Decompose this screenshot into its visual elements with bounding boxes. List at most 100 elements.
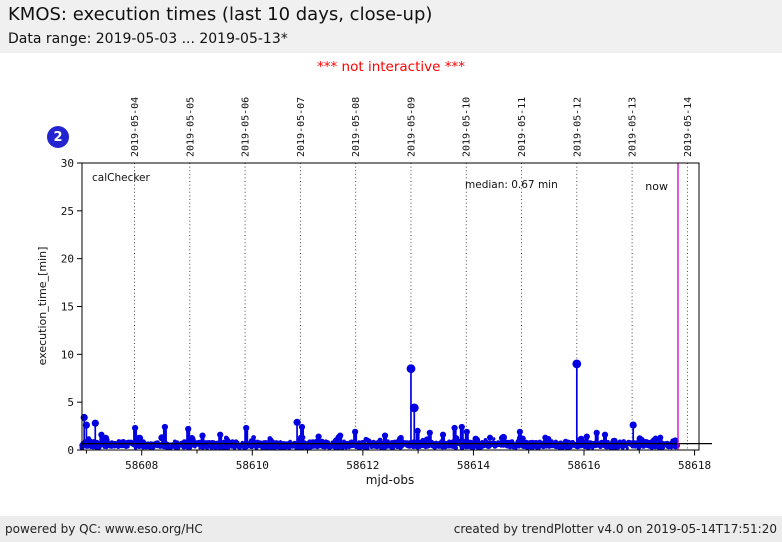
data-range-subtitle: Data range: 2019-05-03 ... 2019-05-13* bbox=[8, 31, 288, 47]
data-point bbox=[298, 423, 306, 431]
data-point bbox=[86, 436, 92, 441]
x-tick-label: 58616 bbox=[567, 459, 600, 472]
date-label: 2019-05-05 bbox=[185, 97, 196, 157]
data-point bbox=[293, 418, 301, 426]
x-axis-title: mjd-obs bbox=[366, 473, 414, 487]
header: KMOS: execution times (last 10 days, clo… bbox=[0, 0, 782, 53]
y-tick-label: 5 bbox=[67, 396, 74, 409]
data-point bbox=[98, 431, 105, 438]
date-label: 2019-05-06 bbox=[241, 97, 252, 157]
data-point bbox=[337, 432, 344, 439]
data-point bbox=[572, 359, 582, 369]
grid-layer: 2019-05-04 2019-05-05 2019-05-06 2019-05-07… bbox=[130, 97, 694, 450]
data-point bbox=[136, 434, 143, 441]
data-point bbox=[650, 437, 658, 444]
tick-layer: 0 5 10 15 20 25 30 58608 58610 58612 58614 58616 586… bbox=[61, 157, 711, 472]
data-point bbox=[132, 424, 139, 432]
data-point bbox=[542, 434, 549, 441]
date-label: 2019-05-11 bbox=[517, 97, 528, 157]
data-point bbox=[103, 437, 110, 444]
y-tick-label: 10 bbox=[61, 348, 74, 361]
date-label: 2019-05-13 bbox=[628, 97, 639, 157]
data-point bbox=[409, 403, 419, 413]
data-point bbox=[199, 432, 206, 439]
data-point bbox=[611, 437, 617, 443]
data-point bbox=[426, 429, 433, 436]
data-point bbox=[639, 436, 645, 443]
data-point bbox=[315, 433, 322, 440]
footer-created-by: created by trendPlotter v4.0 on 2019-05-… bbox=[453, 522, 777, 536]
date-label: 2019-05-07 bbox=[296, 97, 307, 157]
date-label: 2019-05-08 bbox=[351, 97, 362, 157]
y-tick-label: 15 bbox=[61, 301, 74, 314]
data-point bbox=[267, 437, 274, 444]
data-point bbox=[601, 431, 609, 438]
data-point bbox=[413, 444, 418, 449]
y-tick-label: 20 bbox=[61, 253, 74, 266]
date-label: 2019-05-04 bbox=[130, 97, 141, 157]
data-point bbox=[593, 429, 600, 436]
date-label: 2019-05-14 bbox=[683, 97, 694, 157]
data-point bbox=[82, 421, 90, 429]
data-point bbox=[625, 446, 629, 450]
data-point bbox=[161, 423, 168, 431]
data-point bbox=[185, 425, 192, 433]
data-point bbox=[521, 444, 526, 450]
series-label: calChecker bbox=[92, 172, 151, 184]
data-point bbox=[91, 419, 99, 427]
data-points bbox=[79, 359, 680, 451]
x-tick-label: 58614 bbox=[457, 459, 490, 472]
data-point bbox=[657, 434, 664, 441]
marker-badge-number: 2 bbox=[53, 129, 63, 145]
data-point bbox=[352, 428, 359, 435]
data-point bbox=[366, 438, 372, 444]
footer: powered by QC: www.eso.org/HC created by… bbox=[0, 516, 782, 542]
data-point bbox=[123, 444, 129, 450]
data-point bbox=[243, 424, 250, 432]
data-point bbox=[540, 444, 545, 449]
data-point bbox=[251, 435, 256, 440]
x-tick-label: 58618 bbox=[678, 459, 711, 472]
data-point bbox=[458, 423, 465, 431]
page-title: KMOS: execution times (last 10 days, clo… bbox=[8, 4, 433, 25]
data-point bbox=[492, 437, 496, 441]
date-label: 2019-05-10 bbox=[462, 97, 473, 157]
data-point bbox=[451, 424, 458, 432]
y-tick-label: 0 bbox=[67, 444, 74, 457]
marker-badge: 2 bbox=[47, 126, 69, 148]
data-point bbox=[406, 443, 413, 449]
data-point bbox=[567, 444, 573, 450]
date-label: 2019-05-09 bbox=[406, 97, 417, 157]
not-interactive-note: *** not interactive *** bbox=[317, 59, 465, 75]
data-point bbox=[629, 421, 637, 429]
data-point bbox=[406, 364, 416, 374]
x-tick-label: 58610 bbox=[236, 459, 269, 472]
overlay-layer bbox=[82, 163, 712, 450]
data-point bbox=[217, 431, 224, 438]
y-tick-label: 30 bbox=[61, 157, 74, 170]
data-point bbox=[225, 437, 231, 444]
plot-area bbox=[81, 162, 700, 451]
median-label: median: 0.67 min bbox=[465, 179, 558, 191]
data-point bbox=[516, 428, 524, 435]
data-point bbox=[577, 435, 585, 443]
now-label: now bbox=[645, 180, 668, 193]
data-point bbox=[583, 433, 590, 440]
data-point bbox=[463, 428, 470, 435]
x-tick-label: 58612 bbox=[346, 459, 379, 472]
data-point bbox=[472, 437, 479, 444]
data-point bbox=[499, 434, 506, 442]
data-point bbox=[190, 437, 196, 443]
data-point bbox=[398, 434, 404, 441]
data-point bbox=[265, 440, 268, 443]
date-label: 2019-05-12 bbox=[572, 97, 583, 157]
y-tick-label: 25 bbox=[61, 205, 74, 218]
y-axis-title: execution_time_[min] bbox=[36, 247, 49, 366]
data-point bbox=[439, 431, 447, 438]
footer-powered-by: powered by QC: www.eso.org/HC bbox=[5, 522, 203, 536]
data-point bbox=[381, 432, 389, 439]
data-point bbox=[414, 427, 421, 434]
data-point bbox=[487, 434, 493, 441]
